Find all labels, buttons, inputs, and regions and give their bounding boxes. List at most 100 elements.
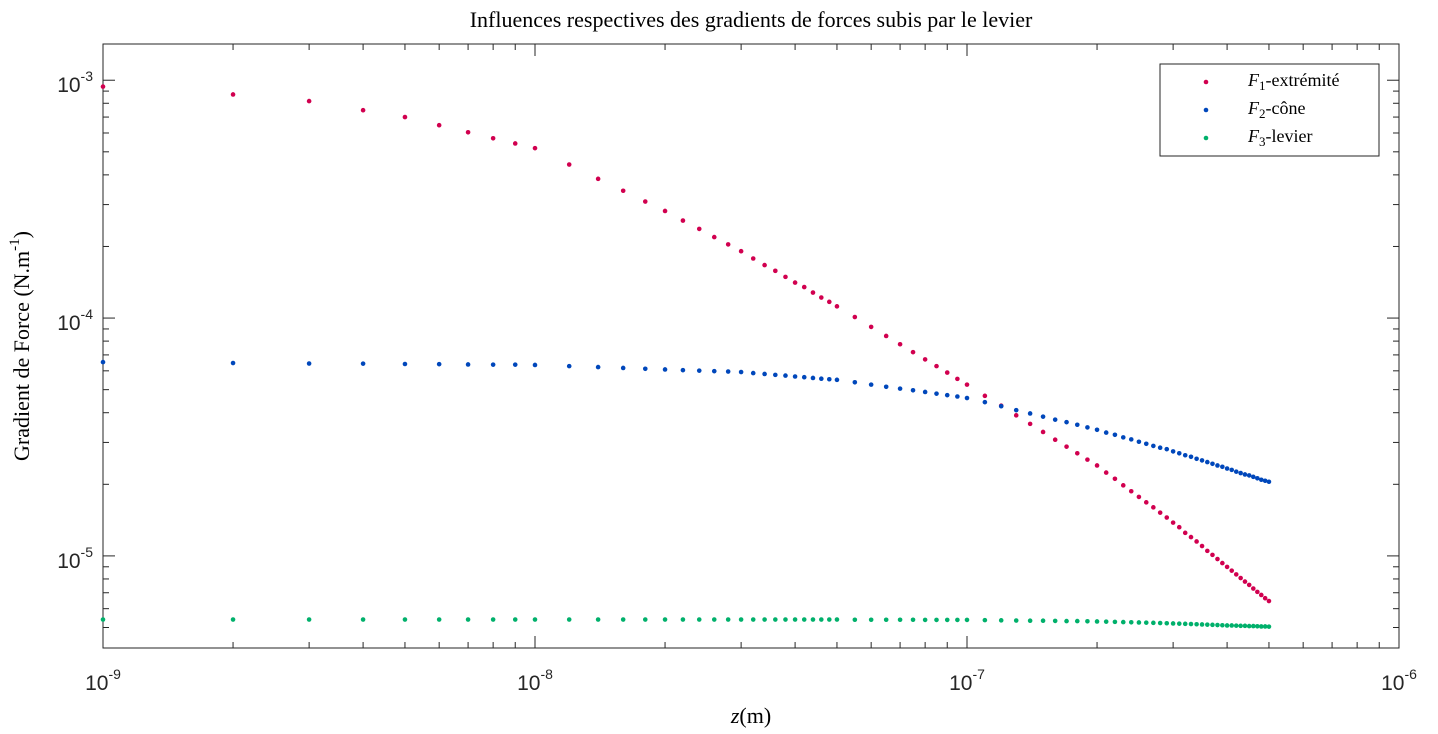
data-point	[868, 617, 874, 623]
data-point	[773, 372, 778, 378]
data-point	[1074, 451, 1080, 456]
data-point	[738, 248, 744, 254]
data-point	[465, 362, 471, 367]
data-point	[711, 617, 717, 622]
data-point	[1262, 624, 1268, 629]
data-point	[642, 366, 648, 372]
data-point	[1040, 429, 1046, 435]
x-axis-label: z(m)	[730, 703, 771, 728]
data-point	[897, 341, 903, 347]
data-point	[1085, 618, 1090, 624]
data-point	[826, 376, 832, 382]
data-point	[1151, 505, 1156, 510]
data-point	[910, 617, 916, 623]
data-point	[897, 386, 903, 391]
data-point	[773, 268, 778, 274]
data-point	[1251, 623, 1256, 629]
x-tick-label: 10-9	[85, 666, 121, 695]
data-point	[725, 617, 731, 622]
data-point	[1229, 568, 1235, 573]
legend-frame	[1159, 63, 1380, 157]
data-point	[1074, 422, 1080, 428]
data-point	[1157, 445, 1163, 451]
data-point	[982, 393, 988, 399]
x-tick-label: 10-7	[949, 666, 985, 695]
data-point	[750, 370, 756, 376]
data-point	[532, 362, 538, 368]
data-point	[998, 403, 1004, 409]
data-point	[1052, 437, 1058, 443]
data-point	[1112, 476, 1118, 482]
data-point	[783, 373, 788, 378]
data-point	[852, 314, 858, 320]
data-point	[1170, 621, 1176, 626]
data-point	[1258, 477, 1264, 483]
data-point	[1128, 619, 1134, 625]
data-point	[762, 262, 767, 268]
data-point	[826, 617, 832, 622]
data-point	[1143, 620, 1149, 625]
data-point	[1120, 619, 1126, 625]
data-point	[436, 617, 442, 622]
data-point	[738, 617, 744, 622]
data-point	[868, 382, 874, 387]
data-point	[792, 617, 798, 622]
data-point	[1246, 582, 1252, 588]
data-point	[1164, 620, 1170, 626]
data-point	[1229, 467, 1235, 473]
data-point	[1027, 411, 1033, 416]
data-point	[1233, 623, 1239, 628]
data-point	[1199, 458, 1205, 463]
data-point	[1188, 621, 1194, 627]
data-point	[826, 299, 832, 305]
data-point	[1238, 623, 1243, 629]
data-point	[100, 617, 106, 622]
data-point	[762, 371, 767, 377]
data-point	[465, 617, 471, 622]
data-point	[1205, 548, 1210, 554]
data-point	[1112, 619, 1118, 625]
data-point	[810, 375, 816, 381]
chart-title: Influences respectives des gradients de …	[470, 7, 1033, 32]
data-point	[1064, 618, 1069, 624]
data-point	[360, 361, 366, 366]
data-point	[852, 379, 858, 385]
data-point	[922, 617, 928, 623]
data-point	[955, 376, 960, 382]
data-point	[964, 395, 970, 401]
data-point	[1052, 618, 1058, 624]
data-point	[402, 361, 408, 367]
data-point	[1215, 622, 1220, 628]
data-point	[490, 135, 496, 141]
data-point	[620, 365, 626, 371]
data-point	[738, 369, 744, 375]
data-point	[1229, 623, 1235, 628]
data-point	[306, 617, 312, 622]
data-point	[998, 618, 1004, 623]
data-point	[595, 364, 601, 370]
data-point	[230, 360, 236, 366]
data-point	[680, 218, 686, 223]
data-point	[512, 141, 518, 146]
data-point	[964, 617, 970, 623]
data-point	[910, 387, 916, 393]
data-point	[810, 290, 816, 295]
data-point	[512, 362, 518, 367]
data-point	[1074, 618, 1080, 624]
data-point	[566, 363, 572, 369]
data-point	[725, 369, 731, 374]
data-point	[1151, 620, 1156, 626]
data-point	[783, 274, 788, 280]
data-point	[1251, 474, 1256, 480]
data-point	[1266, 479, 1272, 485]
y-axis-label: Gradient de Force (N.m-1)	[7, 231, 34, 461]
data-point	[934, 391, 939, 396]
data-point	[934, 363, 939, 369]
data-point	[1176, 524, 1182, 530]
data-point	[1246, 623, 1252, 629]
data-point	[360, 107, 366, 113]
data-point	[1262, 595, 1268, 601]
data-point	[1094, 463, 1100, 468]
data-point	[1094, 427, 1100, 433]
